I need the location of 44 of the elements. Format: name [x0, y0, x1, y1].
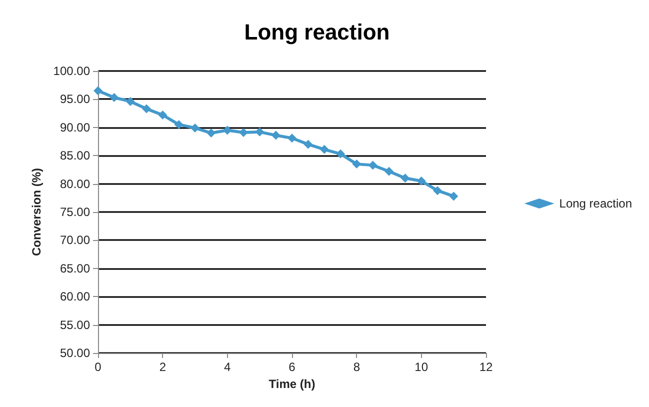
x-tick-label: 4	[224, 360, 231, 374]
point	[400, 174, 410, 183]
point	[304, 140, 313, 149]
legend-label: Long reaction	[559, 196, 632, 210]
x-tick-label: 0	[94, 360, 102, 374]
point	[288, 134, 296, 143]
point	[239, 128, 248, 137]
point	[449, 192, 458, 201]
y-tick-label: 90.00	[60, 120, 90, 134]
y-tick-label: 70.00	[60, 233, 90, 248]
y-tick-label: 80.00	[60, 176, 90, 191]
point	[94, 86, 102, 96]
y-tick-label: 60.00	[60, 290, 90, 304]
y-tick-label: 75.00	[60, 205, 90, 219]
y-tick-label: 95.00	[60, 92, 90, 106]
x-tick-label: 12	[479, 360, 493, 374]
x-tick-label: 2	[159, 360, 166, 374]
point	[158, 110, 168, 120]
point	[336, 149, 345, 158]
y-axis-title: Conversion (%)	[29, 168, 44, 256]
point	[384, 166, 394, 176]
y-tick-label: 85.00	[60, 148, 90, 163]
x-tick-label: 8	[353, 360, 360, 374]
point	[271, 130, 280, 140]
point	[433, 186, 442, 196]
point	[206, 128, 216, 138]
point	[110, 93, 119, 102]
point	[174, 120, 184, 130]
point	[190, 123, 200, 132]
point	[368, 160, 378, 170]
x-axis-title: Time (h)	[268, 376, 316, 391]
chart-title: Long reaction	[244, 20, 390, 44]
point	[222, 126, 232, 135]
x-tick-label: 6	[288, 360, 296, 374]
y-tick-label: 65.00	[60, 261, 90, 276]
y-tick-label: 50.00	[60, 346, 90, 360]
point	[126, 96, 135, 106]
y-tick-label: 100.00	[53, 64, 90, 78]
y-tick-label: 55.00	[60, 318, 90, 332]
x-tick-label: 10	[414, 360, 428, 374]
point	[416, 176, 426, 186]
point	[352, 160, 362, 169]
point	[320, 144, 329, 154]
point	[142, 104, 151, 114]
